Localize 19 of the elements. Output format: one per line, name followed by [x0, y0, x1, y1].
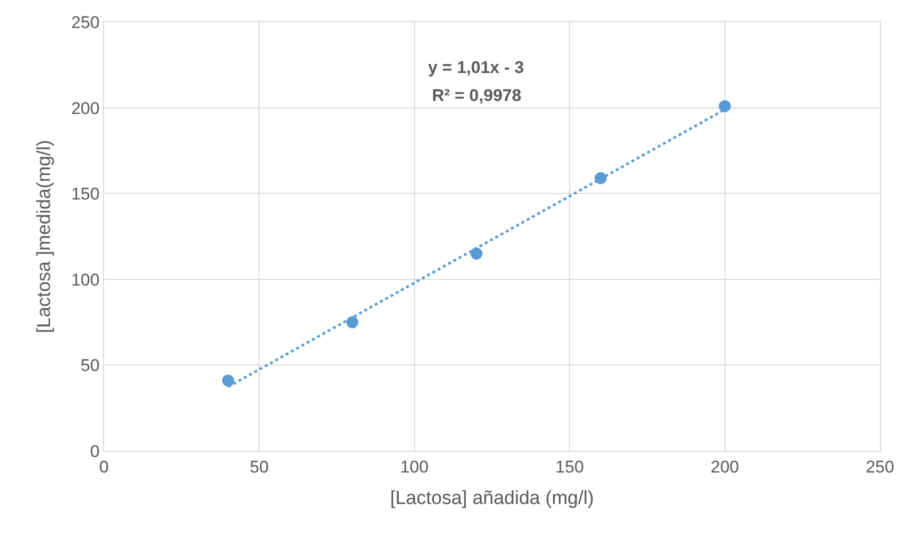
y-tick-label: 100 — [71, 270, 100, 290]
y-tick-label: 50 — [80, 356, 100, 376]
x-tick-label: 150 — [555, 457, 584, 476]
y-tick-label: 200 — [71, 98, 100, 118]
x-tick-label: 100 — [400, 457, 429, 476]
y-tick-label: 0 — [90, 442, 100, 461]
annotation: y = 1,01x - 3 — [428, 58, 524, 77]
x-tick-label: 200 — [710, 457, 739, 476]
annotation: R² = 0,9978 — [432, 86, 522, 105]
y-tick-label: 250 — [71, 12, 100, 32]
point — [346, 316, 358, 328]
x-tick-label: 50 — [250, 457, 269, 476]
x-axis-title: [Lactosa] añadida (mg/l) — [390, 488, 594, 510]
point — [470, 248, 482, 260]
y-axis-title: [Lactosa ]medida(mg/l) — [34, 140, 56, 334]
y-tick-label: 150 — [71, 184, 100, 204]
point — [718, 100, 731, 112]
x-tick-label: 250 — [866, 457, 894, 476]
point — [222, 374, 234, 387]
